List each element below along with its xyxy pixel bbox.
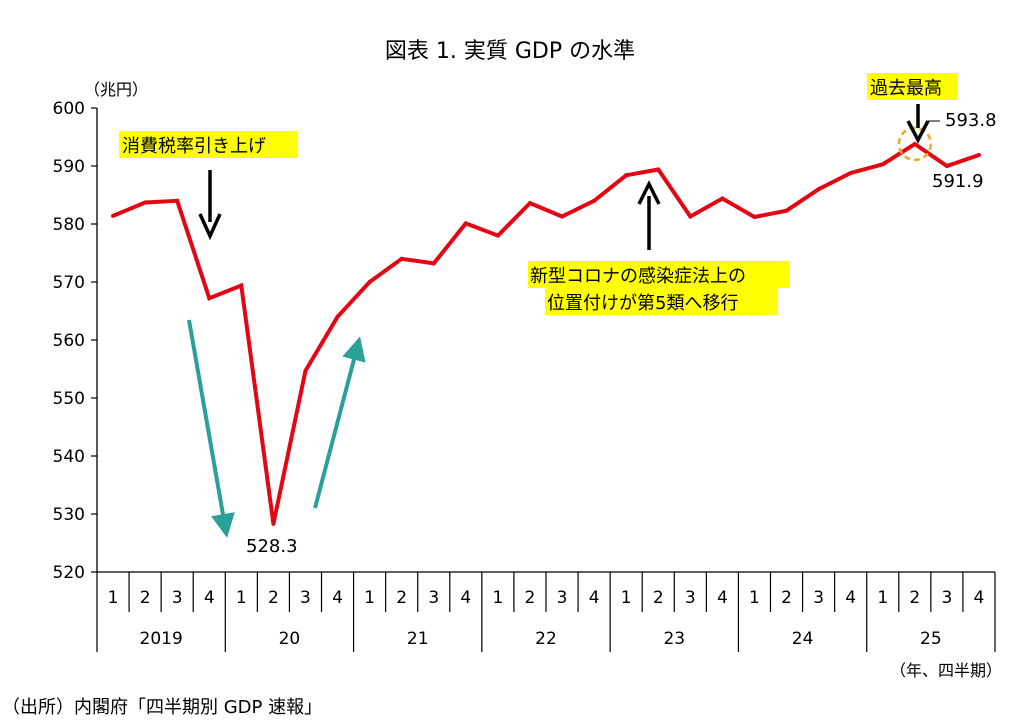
x-quarter-label: 1 [749, 588, 760, 608]
data-point [271, 521, 276, 526]
peak-highlight-circle [897, 126, 933, 162]
covid-annotation-highlight-1 [528, 261, 789, 288]
record-annotation-highlight [867, 73, 958, 100]
tax-arrow-icon [198, 170, 222, 241]
peak-value-label: 593.8 [945, 110, 997, 131]
y-axis-unit: （兆円） [84, 80, 148, 99]
data-point [848, 170, 853, 175]
x-year-label: 24 [792, 629, 814, 649]
data-point [527, 201, 532, 206]
x-quarter-label: 3 [428, 588, 439, 608]
x-quarter-label: 1 [236, 588, 247, 608]
y-tick-label: 580 [53, 215, 85, 235]
record-annotation-text: 過去最高 [870, 78, 942, 99]
data-point [495, 233, 500, 238]
source-note: （出所）内閣府「四半期別 GDP 速報」 [2, 697, 322, 718]
y-tick-label: 530 [53, 505, 85, 525]
x-quarter-label: 4 [717, 588, 728, 608]
data-point [592, 198, 597, 203]
last-value-label: 591.9 [932, 171, 984, 192]
data-point [399, 256, 404, 261]
y-tick-label: 570 [53, 273, 85, 293]
x-quarter-label: 1 [108, 588, 119, 608]
data-point [688, 214, 693, 219]
data-point [143, 200, 148, 205]
covid-arrow-icon [637, 180, 661, 250]
min-value-label: 528.3 [246, 536, 298, 557]
x-year-label: 21 [407, 629, 429, 649]
x-year-label: 22 [535, 629, 557, 649]
x-quarter-label: 2 [781, 588, 792, 608]
data-point [239, 283, 244, 288]
x-quarter-label: 2 [140, 588, 151, 608]
data-point [463, 221, 468, 226]
data-point [303, 368, 308, 373]
data-point [367, 280, 372, 284]
x-quarter-label: 3 [172, 588, 183, 608]
covid-annotation-line2: 位置付けが第5類へ移行 [547, 293, 738, 314]
x-quarter-label: 4 [974, 588, 985, 608]
data-point [111, 213, 116, 218]
data-point [335, 314, 340, 319]
y-tick-label: 600 [53, 99, 85, 119]
x-year-label: 25 [920, 629, 942, 649]
x-quarter-label: 4 [845, 588, 856, 608]
y-tick-label: 540 [53, 447, 85, 467]
data-point [752, 215, 757, 220]
gdp-series-line [112, 141, 980, 525]
x-quarter-label: 2 [653, 588, 664, 608]
x-quarter-label: 4 [204, 588, 215, 608]
y-tick-label: 590 [53, 157, 85, 177]
x-quarter-label: 3 [300, 588, 311, 608]
data-point [784, 208, 789, 213]
data-point [175, 198, 180, 203]
data-point [720, 196, 725, 201]
y-tick-label: 550 [53, 389, 85, 409]
x-quarter-label: 3 [557, 588, 568, 608]
tax-annotation-text: 消費税率引き上げ [122, 136, 266, 157]
data-point [431, 261, 436, 266]
x-quarter-label: 2 [909, 588, 920, 608]
covid-annotation-line1: 新型コロナの感染症法上の [530, 266, 746, 287]
x-quarter-label: 2 [396, 588, 407, 608]
x-quarter-label: 4 [332, 588, 343, 608]
record-arrow-icon [906, 104, 930, 144]
data-point [912, 141, 917, 146]
data-point [880, 162, 885, 167]
data-point [207, 296, 212, 301]
y-tick-label: 560 [53, 331, 85, 351]
x-quarter-label: 1 [492, 588, 503, 608]
x-quarter-label: 2 [268, 588, 279, 608]
x-quarter-label: 4 [460, 588, 471, 608]
covid-annotation-highlight-2 [545, 288, 778, 315]
tax-annotation-highlight [119, 131, 298, 158]
x-year-label: 20 [279, 629, 301, 649]
x-axis-unit: （年、四半期） [890, 661, 1002, 680]
data-point [560, 214, 565, 219]
chart-title: 図表 1. 実質 GDP の水準 [385, 39, 635, 64]
x-year-label: 23 [663, 629, 685, 649]
data-point [656, 167, 661, 172]
recovery-trend-arrow-icon [313, 336, 366, 509]
data-point [976, 152, 981, 157]
x-quarter-label: 1 [877, 588, 888, 608]
y-tick-label: 520 [53, 563, 85, 583]
data-point [624, 173, 629, 178]
data-point [944, 164, 949, 168]
x-quarter-label: 4 [589, 588, 600, 608]
x-quarter-label: 3 [813, 588, 824, 608]
x-quarter-label: 3 [941, 588, 952, 608]
x-quarter-label: 1 [364, 588, 375, 608]
x-quarter-label: 3 [685, 588, 696, 608]
data-point [816, 187, 821, 192]
x-quarter-label: 2 [525, 588, 536, 608]
x-quarter-label: 1 [621, 588, 632, 608]
x-year-label: 2019 [140, 629, 183, 649]
decline-trend-arrow-icon [187, 319, 235, 538]
